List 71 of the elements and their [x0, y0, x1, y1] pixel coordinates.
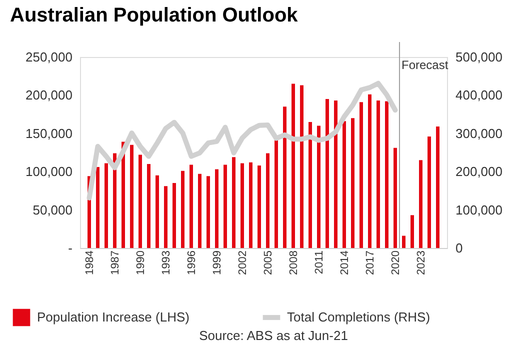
bar — [300, 85, 304, 248]
y2-tick-label: 300,000 — [456, 126, 502, 141]
legend-label: Population Increase (LHS) — [37, 310, 190, 324]
chart-title: Australian Population Outlook — [10, 4, 299, 26]
y-tick-label: 150,000 — [26, 126, 72, 141]
y2-tick-label: 0 — [456, 240, 463, 256]
x-tick-label: 2017 — [364, 250, 376, 275]
bar — [428, 136, 431, 248]
bar — [156, 175, 159, 248]
bar — [326, 99, 329, 248]
y-tick-label: 200,000 — [26, 88, 72, 103]
bar — [394, 148, 397, 248]
bar — [224, 164, 227, 248]
bar — [376, 100, 380, 248]
bar — [190, 164, 193, 248]
y2-tick-label: 200,000 — [456, 164, 502, 180]
bar — [436, 126, 440, 248]
ref-line-label: Forecast — [402, 58, 449, 72]
y-tick-label: 100,000 — [26, 164, 72, 180]
bar — [317, 126, 320, 248]
x-tick-label: 1984 — [84, 250, 96, 275]
bar — [274, 140, 278, 248]
bar — [419, 160, 422, 248]
y2-tick-label: 400,000 — [456, 88, 502, 103]
x-tick-label: 2020 — [390, 250, 402, 275]
bar — [130, 144, 134, 248]
legend-label: Total Completions (RHS) — [287, 310, 430, 324]
bar — [147, 164, 150, 248]
x-tick-label: 1999 — [211, 250, 224, 275]
bar — [113, 153, 116, 248]
bar — [232, 157, 236, 248]
x-tick-label: 1990 — [134, 250, 147, 275]
bar — [206, 176, 210, 248]
y-tick-label: - — [68, 240, 72, 256]
bar — [96, 167, 100, 248]
x-tick-label: 1987 — [109, 250, 122, 275]
bar — [292, 84, 295, 248]
bar — [368, 94, 372, 248]
source-note: Source: ABS as at Jun-21 — [199, 328, 348, 343]
x-tick-label: 2014 — [338, 250, 351, 275]
bar — [249, 162, 252, 248]
bar — [266, 153, 270, 248]
x-tick-label: 1996 — [186, 250, 198, 275]
y2-tick-label: 500,000 — [456, 50, 502, 64]
bar — [240, 163, 244, 248]
bar — [360, 102, 363, 248]
x-tick-label: 1993 — [160, 250, 172, 275]
bar — [410, 215, 414, 248]
y2-tick-label: 100,000 — [456, 202, 502, 218]
bar — [402, 236, 406, 248]
x-tick-label: 2011 — [313, 250, 326, 274]
bar — [334, 100, 338, 248]
bar — [215, 169, 218, 248]
x-tick-label: 2023 — [415, 250, 428, 275]
bar — [351, 118, 354, 248]
bar — [342, 121, 346, 248]
bar — [138, 154, 142, 248]
bar — [164, 186, 168, 248]
x-tick-label: 2005 — [262, 250, 274, 275]
bar — [198, 174, 202, 248]
bar — [104, 163, 108, 248]
x-tick-label: 2008 — [288, 250, 300, 275]
bar — [172, 183, 176, 248]
x-tick-label: 2002 — [236, 250, 249, 275]
bar — [181, 170, 184, 248]
bar — [308, 122, 312, 248]
bar — [258, 165, 261, 248]
bar — [385, 101, 388, 248]
bar — [283, 106, 286, 248]
y-tick-label: 50,000 — [32, 202, 72, 218]
y-tick-label: 250,000 — [26, 50, 72, 64]
